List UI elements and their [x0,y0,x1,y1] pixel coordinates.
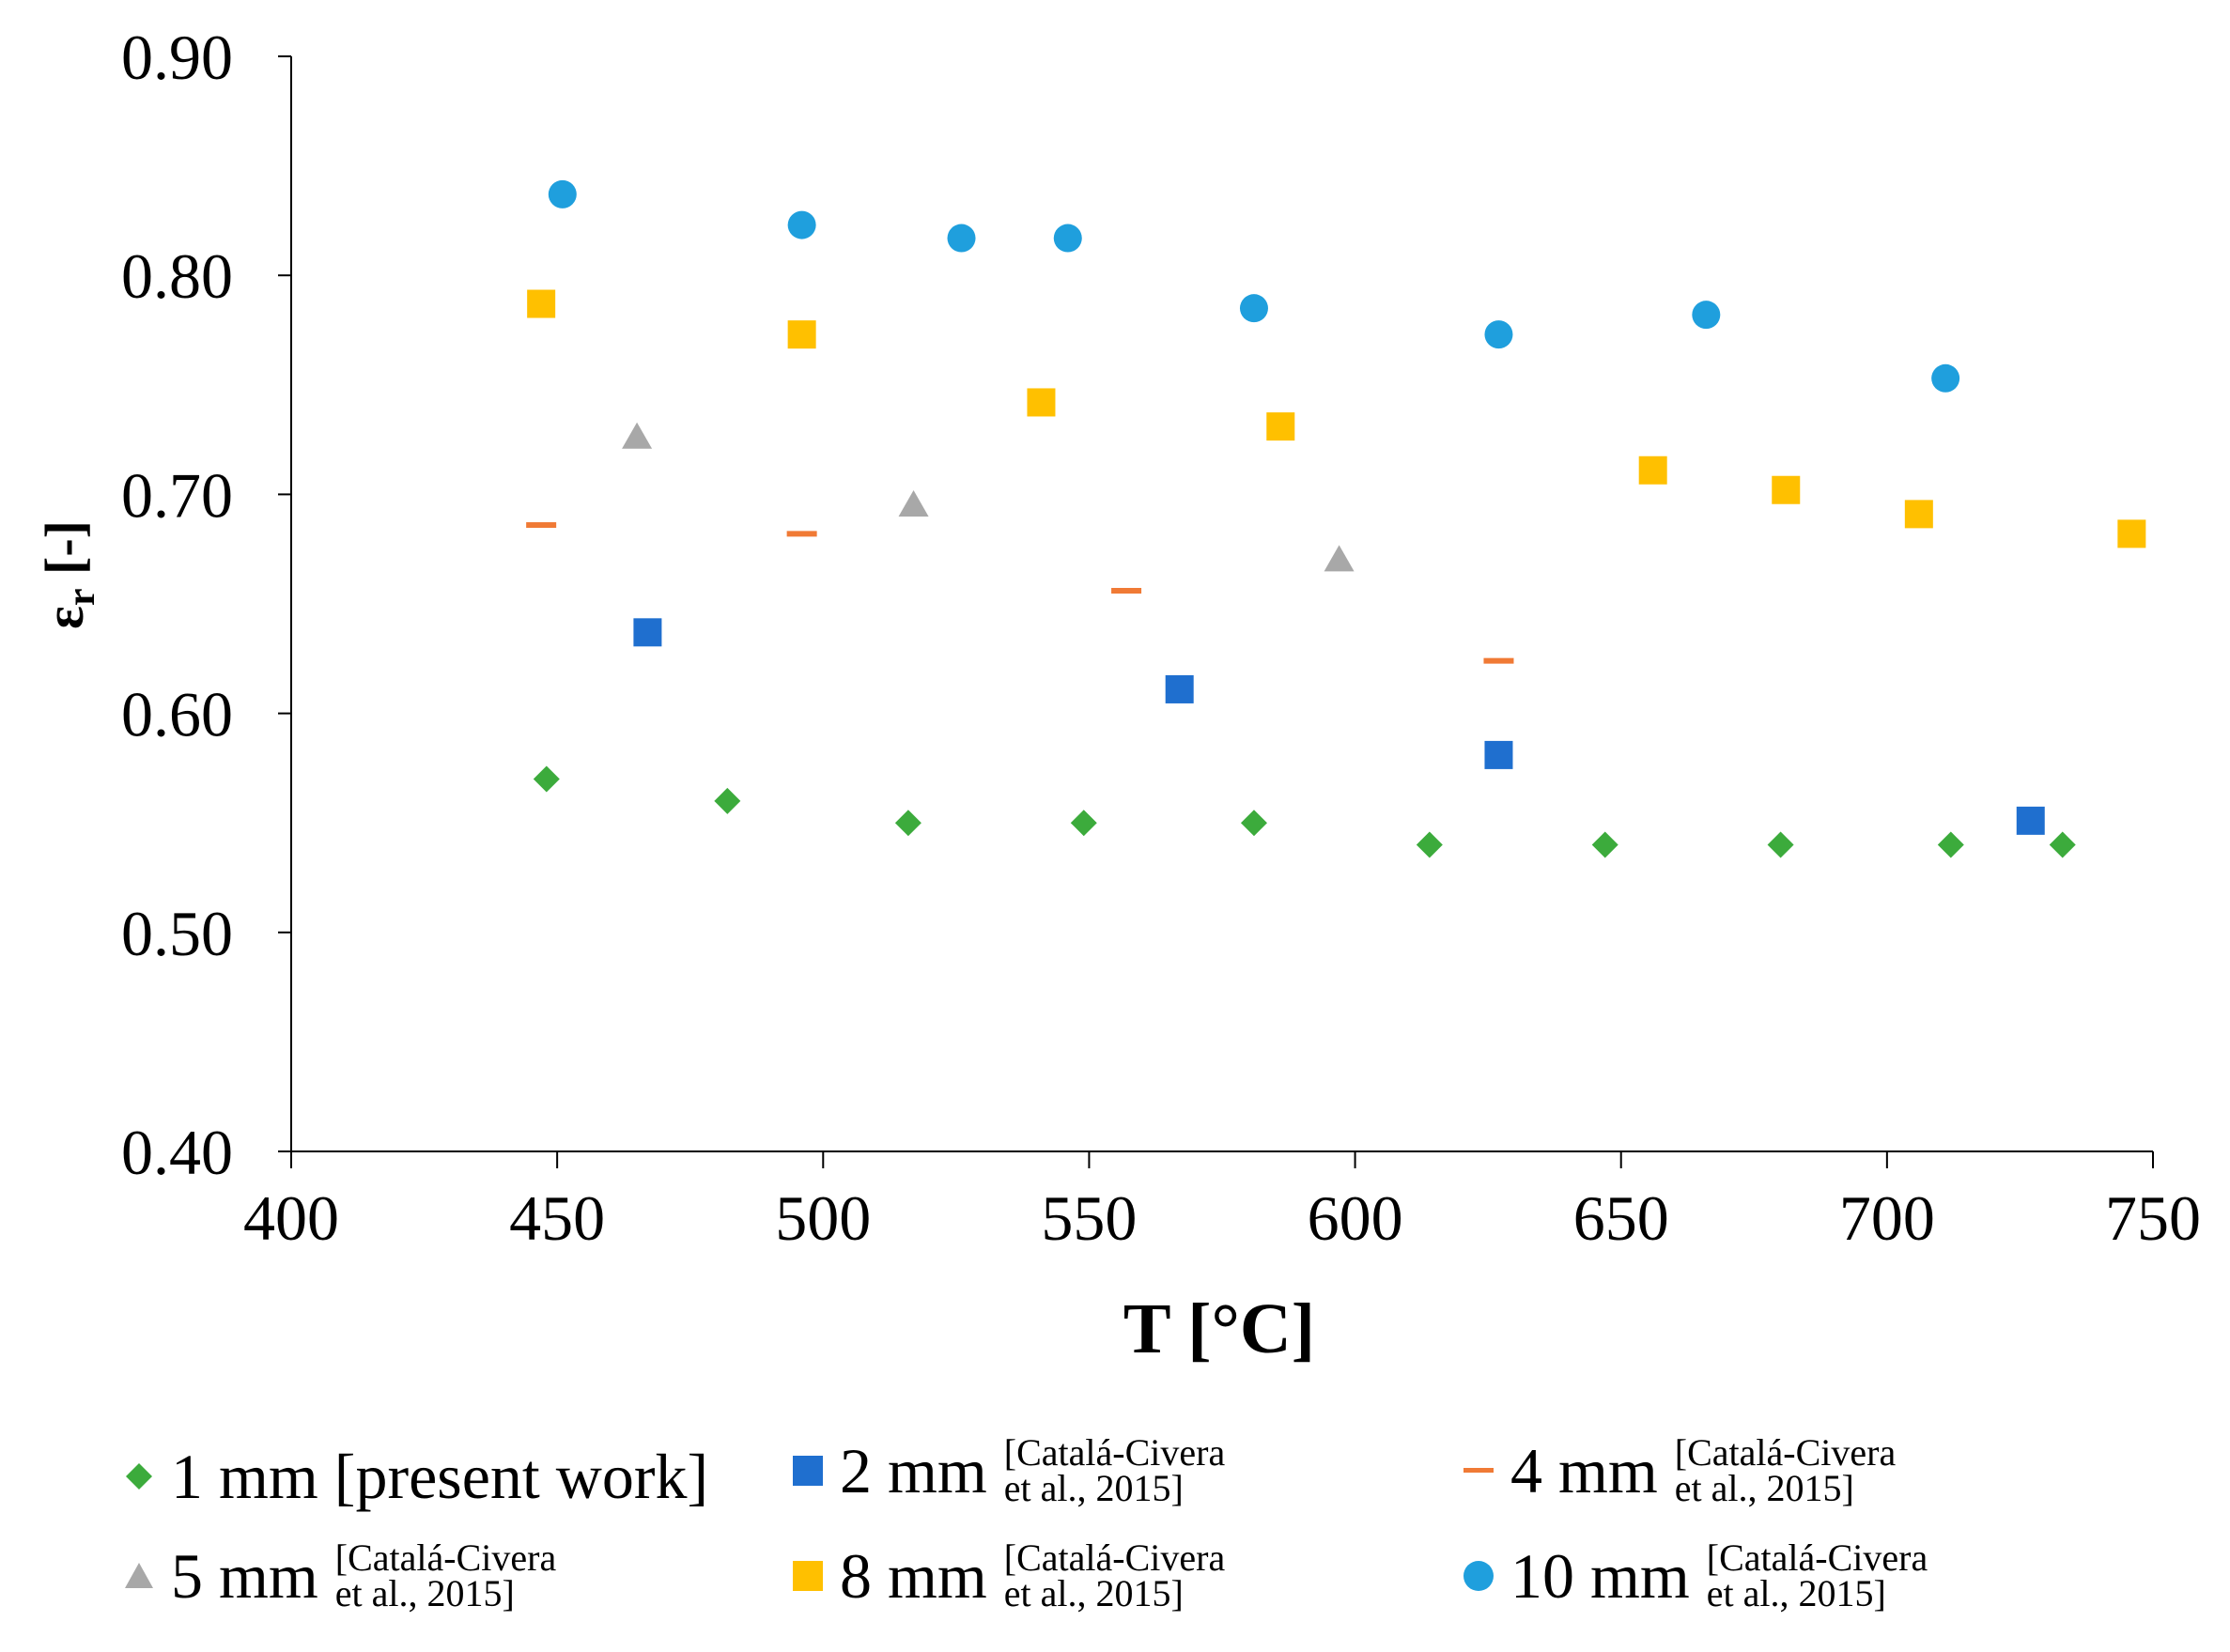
y-axis-label-unit: [-] [34,520,95,588]
point-8mm [2117,519,2146,548]
point-10mm [548,179,577,208]
point-5mm [898,490,929,517]
point-8mm [1027,388,1056,417]
point-1mm [1591,831,1618,858]
x-tick-label: 500 [775,1182,871,1254]
y-axis-label-symbol: ε [34,606,95,629]
point-10mm [1484,320,1513,349]
point-4mm [786,531,817,537]
point-1mm [1937,831,1964,858]
x-tick-label: 400 [243,1182,339,1254]
point-10mm [1931,363,1960,393]
y-axis-label: εr [-] [34,520,103,629]
point-1mm [1070,810,1097,837]
x-tick-label: 600 [1308,1182,1403,1254]
point-5mm [622,422,653,449]
x-tick-label: 450 [509,1182,605,1254]
point-8mm [1904,500,1933,529]
point-4mm [1483,657,1514,664]
tick-labels: 0.40 0.50 0.60 0.70 0.80 0.90 400 450 500 550 600 6… [121,22,2201,1254]
y-tick-label: 0.90 [121,22,233,93]
axes [278,55,2154,1168]
point-2mm [1484,740,1513,769]
point-10mm [1239,294,1268,323]
y-tick-label: 0.50 [121,898,233,969]
point-10mm [947,224,976,253]
y-tick-label: 0.80 [121,240,233,312]
point-10mm [787,210,816,239]
point-1mm [1767,831,1794,858]
point-5mm [1324,545,1355,572]
point-8mm [1638,455,1667,485]
y-tick-label: 0.40 [121,1117,233,1188]
point-1mm [533,765,560,793]
x-axis-label: T [°C] [1123,1289,1315,1368]
point-8mm [527,289,556,318]
point-2mm [633,618,662,647]
y-tick-label: 0.60 [121,679,233,750]
x-tick-label: 550 [1041,1182,1137,1254]
point-1mm [894,810,921,837]
point-10mm [1053,224,1082,253]
point-4mm [526,522,557,529]
point-2mm [2016,806,2045,835]
x-tick-label: 750 [2105,1182,2201,1254]
x-tick-label: 650 [1573,1182,1669,1254]
y-tick-label: 0.70 [121,459,233,531]
point-1mm [714,787,741,814]
point-8mm [1772,475,1801,504]
point-4mm [1111,588,1142,594]
point-2mm [1165,674,1194,703]
point-8mm [787,320,816,349]
point-8mm [1266,412,1295,441]
point-1mm [2049,831,2076,858]
point-1mm [1240,810,1267,837]
y-axis-label-subscript: r [60,589,103,607]
point-10mm [1692,301,1721,330]
x-tick-label: 700 [1839,1182,1935,1254]
data-points [526,179,2146,858]
point-1mm [1416,831,1443,858]
